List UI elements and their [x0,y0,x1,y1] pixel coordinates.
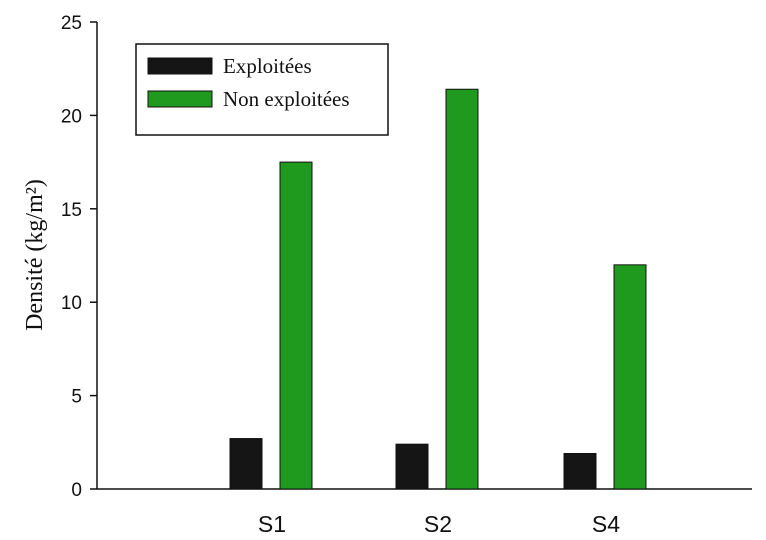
x-axis: S1 S2 S4 [97,488,752,537]
legend-frame [135,43,389,136]
y-tick-label: 15 [61,200,82,221]
bar-s2-exploitees [395,443,429,490]
legend: Exploitées Non exploitées [135,43,389,136]
legend-swatch [147,90,213,108]
x-tick-label: S2 [424,511,452,537]
bar-s2-non-exploitees [445,88,479,490]
y-tick-label: 0 [71,480,82,501]
y-tick-label: 20 [61,106,82,127]
x-tick-label: S4 [592,511,620,537]
y-axis: 0 5 10 15 20 25 [61,13,98,501]
x-tick-label: S1 [258,511,286,537]
bars [229,88,647,490]
legend-label: Non exploitées [223,87,350,111]
legend-label: Exploitées [223,54,312,78]
y-axis-label: Densité (kg/m²) [22,179,48,331]
bar-s4-exploitees [563,453,597,490]
bar-s1-exploitees [229,438,263,490]
y-tick-label: 10 [61,293,82,314]
y-tick-label: 25 [61,13,82,34]
bar-s1-non-exploitees [279,161,313,490]
bar-s4-non-exploitees [613,264,647,490]
legend-swatch [147,57,213,75]
y-tick-label: 5 [71,387,82,408]
